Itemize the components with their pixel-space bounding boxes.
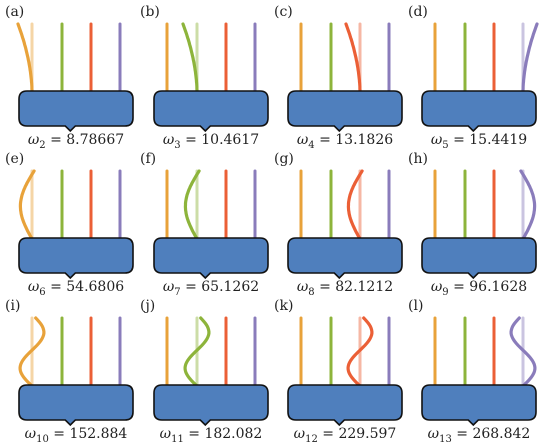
base-block: [18, 237, 134, 280]
strand-deformed-shape: [521, 22, 539, 94]
mode-panel: (a) ω2 = 8.78667: [5, 4, 134, 151]
mode-panel: (l) ω13 = 268.842: [408, 298, 537, 445]
frequency-caption: ω3 = 10.4617: [163, 132, 259, 151]
frequency-caption: ω7 = 65.1262: [163, 279, 259, 298]
frequency-caption: ω12 = 229.597: [294, 426, 397, 445]
strand-deformed-shape: [18, 169, 36, 241]
base-block: [18, 384, 134, 427]
panel-letter: (g): [274, 151, 294, 167]
base-block: [287, 384, 403, 427]
panel-letter: (d): [408, 4, 428, 20]
strand-deformed-shape: [346, 316, 374, 388]
base-block: [153, 90, 269, 133]
base-block: [421, 237, 537, 280]
mode-panel: (d) ω5 = 15.4419: [408, 4, 539, 151]
base-block: [287, 237, 403, 280]
strand-deformed-shape: [181, 22, 199, 94]
panel-letter: (h): [408, 151, 428, 167]
strand-deformed-shape: [346, 169, 364, 241]
strand-deformed-shape: [16, 22, 34, 94]
panel-letter: (b): [140, 4, 160, 20]
mode-panel: (b) ω3 = 10.4617: [140, 4, 269, 151]
mode-panel: (k) ω12 = 229.597: [274, 298, 403, 445]
base-block: [421, 90, 537, 133]
base-block: [18, 90, 134, 133]
frequency-caption: ω5 = 15.4419: [431, 132, 527, 151]
frequency-caption: ω8 = 82.1212: [297, 279, 393, 298]
mode-panel: (h) ω9 = 96.1628: [408, 151, 537, 298]
panel-letter: (i): [5, 298, 20, 314]
frequency-caption: ω13 = 268.842: [428, 426, 531, 445]
frequency-caption: ω2 = 8.78667: [28, 132, 124, 151]
strand-deformed-shape: [18, 316, 46, 388]
mode-panel: (c) ω4 = 13.1826: [274, 4, 403, 151]
base-block: [421, 384, 537, 427]
mode-panel: (g) ω8 = 82.1212: [274, 151, 403, 298]
frequency-caption: ω9 = 96.1628: [431, 279, 527, 298]
mode-panel: (j) ω11 = 182.082: [140, 298, 269, 445]
frequency-caption: ω11 = 182.082: [160, 426, 263, 445]
panel-letter: (l): [408, 298, 423, 314]
base-block: [153, 384, 269, 427]
panel-letter: (j): [140, 298, 155, 314]
mode-panel: (e) ω6 = 54.6806: [5, 151, 134, 298]
mode-panel: (f) ω7 = 65.1262: [140, 151, 269, 298]
strand-deformed-shape: [344, 22, 362, 94]
base-block: [153, 237, 269, 280]
strand-deformed-shape: [183, 169, 201, 241]
strand-deformed-shape: [519, 169, 537, 241]
mode-panel: (i) ω10 = 152.884: [5, 298, 134, 445]
frequency-caption: ω6 = 54.6806: [28, 279, 124, 298]
panel-letter: (f): [140, 151, 156, 167]
strand-deformed-shape: [509, 316, 537, 388]
base-block: [287, 90, 403, 133]
panel-letter: (k): [274, 298, 293, 314]
frequency-caption: ω10 = 152.884: [25, 426, 128, 445]
panel-letter: (c): [274, 4, 293, 20]
strand-deformed-shape: [183, 316, 211, 388]
frequency-caption: ω4 = 13.1826: [297, 132, 393, 151]
panel-letter: (e): [5, 151, 24, 167]
panel-letter: (a): [5, 4, 24, 20]
